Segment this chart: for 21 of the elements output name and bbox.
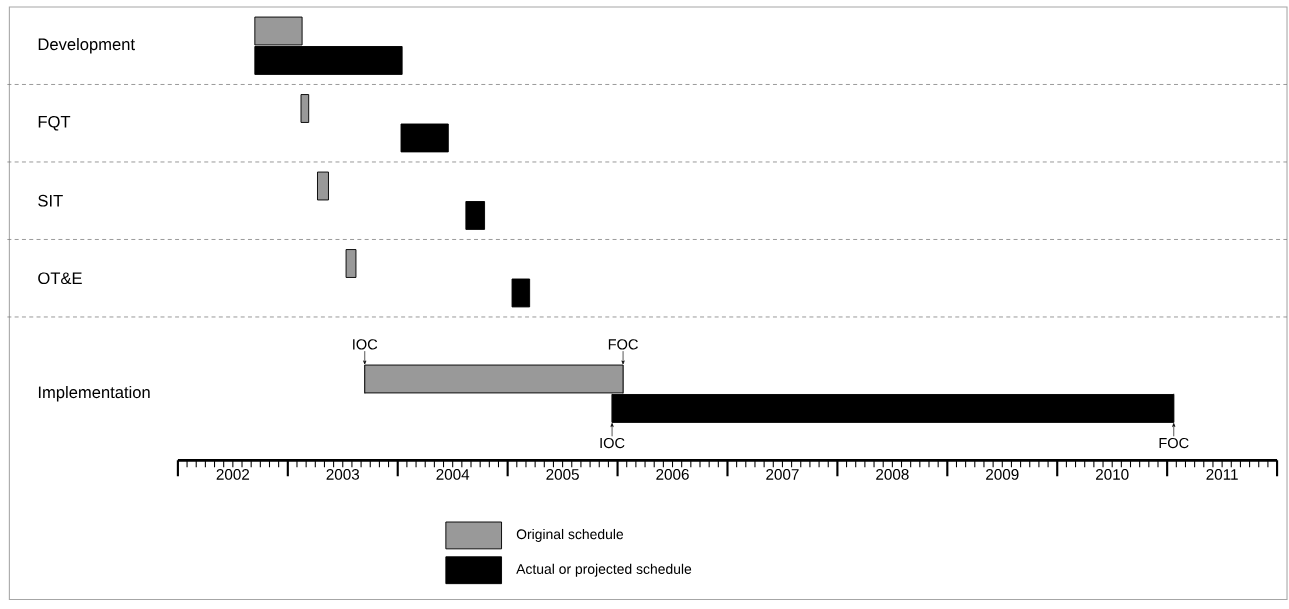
y-tick-label: OT&E (38, 272, 82, 285)
x-tick-label: 2009 (986, 469, 1019, 481)
y-tick-label: FQT (38, 116, 71, 131)
annotation: FOC (608, 339, 638, 350)
x-tick-label: 2002 (216, 469, 250, 481)
legend-label: Actual or projected schedule (516, 563, 692, 577)
y-tick-label: Development (38, 38, 135, 54)
x-tick-label: 2006 (656, 469, 689, 481)
x-tick-label: 2010 (1096, 469, 1129, 481)
x-tick-label: 2003 (326, 469, 360, 481)
y-tick-label: Implementation (38, 386, 150, 402)
x-tick-label: 2005 (546, 469, 579, 481)
legend-label: Original schedule (516, 529, 624, 543)
annotation: FOC (1159, 438, 1189, 449)
annotation: IOC (600, 438, 625, 449)
x-tick-label: 2011 (1206, 469, 1238, 481)
annotation: IOC (353, 339, 378, 350)
x-tick-label: 2007 (766, 469, 799, 481)
x-tick-label: 2004 (436, 469, 470, 481)
x-tick-label: 2008 (876, 469, 909, 481)
y-tick-label: SIT (38, 195, 63, 207)
